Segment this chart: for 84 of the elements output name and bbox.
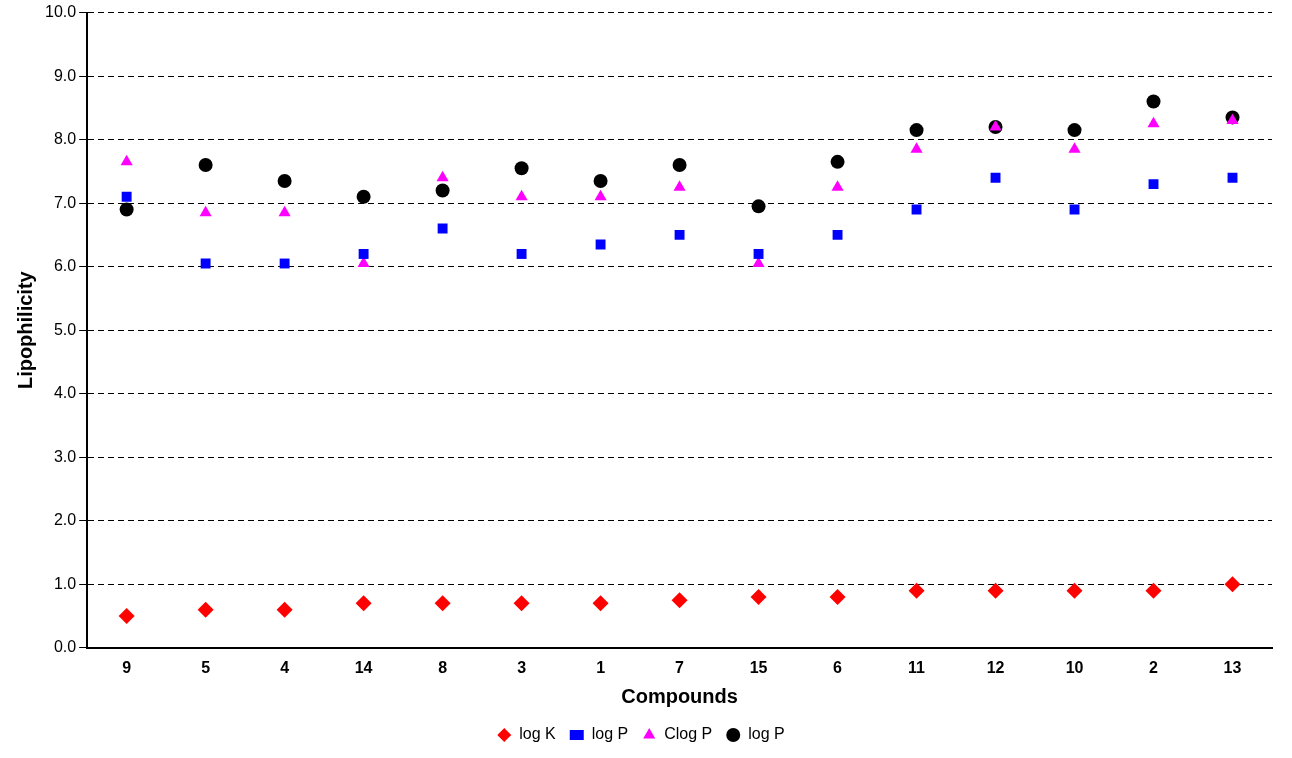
point: [515, 189, 528, 201]
point: [356, 189, 371, 204]
point: [436, 170, 449, 182]
y-tick-label: 10.0: [45, 3, 77, 21]
point: [197, 601, 214, 618]
point: [1067, 123, 1082, 138]
x-tick-label: 5: [201, 658, 211, 676]
point: [118, 608, 135, 625]
y-tick-label: 4.0: [53, 384, 77, 402]
point: [1147, 116, 1160, 128]
y-tick-label: 7.0: [53, 193, 77, 211]
point: [990, 172, 1001, 183]
x-tick-label: 2: [1149, 658, 1159, 676]
point: [355, 595, 372, 612]
point: [1224, 576, 1241, 593]
y-tick-label: 2.0: [53, 511, 77, 529]
point: [908, 582, 925, 599]
point: [516, 249, 527, 259]
x-tick-label: 3: [517, 658, 527, 676]
x-tick-label: 10: [1065, 658, 1084, 676]
x-tick-label: 8: [438, 658, 448, 676]
point: [437, 223, 448, 234]
point: [674, 229, 685, 240]
point: [594, 189, 607, 201]
point: [1066, 582, 1083, 599]
point: [120, 154, 133, 166]
point: [200, 258, 211, 269]
point: [121, 191, 132, 202]
point: [277, 173, 292, 188]
point: [276, 601, 293, 618]
point: [831, 180, 844, 191]
point: [514, 161, 529, 176]
point: [513, 595, 530, 612]
y-tick-label: 3.0: [53, 447, 77, 465]
legend-label: log P: [748, 725, 785, 743]
point: [199, 205, 212, 217]
y-tick-label: 0.0: [53, 638, 77, 656]
x-axis-title: Compounds: [621, 684, 738, 707]
point: [279, 258, 290, 269]
y-axis-title: Lipophilicity: [13, 270, 36, 390]
point: [1145, 582, 1162, 599]
x-tick-label: 12: [986, 658, 1005, 676]
point: [673, 180, 686, 191]
point: [830, 154, 845, 169]
y-tick-label: 8.0: [53, 130, 77, 148]
point: [671, 592, 688, 609]
point: [750, 588, 767, 605]
point: [832, 229, 843, 240]
point: [1148, 179, 1159, 190]
point: [1227, 172, 1238, 183]
x-tick-label: 7: [675, 658, 685, 676]
point: [592, 595, 609, 612]
legend-label: log K: [519, 725, 557, 743]
point: [434, 595, 451, 612]
point: [751, 199, 766, 214]
point: [1068, 142, 1081, 153]
y-tick-label: 5.0: [53, 320, 77, 338]
y-tick-label: 1.0: [53, 574, 77, 592]
point: [672, 158, 687, 173]
point: [987, 582, 1004, 599]
point: [435, 183, 450, 198]
y-tick-label: 9.0: [53, 66, 77, 84]
point: [595, 239, 606, 250]
point: [829, 588, 846, 605]
x-tick-label: 1: [596, 658, 606, 676]
point: [1146, 94, 1161, 109]
point: [909, 123, 924, 138]
point: [119, 202, 134, 217]
x-tick-label: 9: [122, 658, 132, 676]
point: [358, 249, 369, 259]
point: [910, 142, 923, 153]
point: [593, 173, 608, 188]
point: [278, 205, 291, 217]
point: [753, 249, 764, 259]
x-tick-label: 15: [749, 658, 768, 676]
x-tick-label: 13: [1223, 658, 1242, 676]
x-tick-label: 6: [833, 658, 843, 676]
x-tick-label: 11: [908, 658, 926, 676]
legend-label: Clog P: [664, 725, 713, 743]
legend-label: log P: [591, 725, 629, 743]
y-tick-label: 6.0: [53, 257, 77, 275]
x-tick-label: 14: [354, 658, 373, 676]
x-tick-label: 4: [280, 658, 290, 676]
point: [198, 158, 213, 173]
